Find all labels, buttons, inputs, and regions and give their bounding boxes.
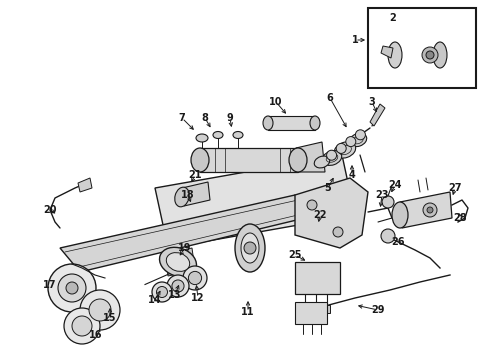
Polygon shape — [296, 142, 325, 172]
Circle shape — [80, 290, 120, 330]
Text: 1: 1 — [352, 35, 358, 45]
Bar — [368, 8, 476, 88]
Text: 20: 20 — [43, 205, 57, 215]
Bar — [295, 262, 340, 294]
Ellipse shape — [314, 156, 330, 168]
Ellipse shape — [175, 187, 189, 207]
Text: 23: 23 — [375, 190, 389, 200]
Ellipse shape — [166, 253, 190, 271]
Ellipse shape — [392, 202, 408, 228]
Ellipse shape — [233, 131, 243, 139]
Ellipse shape — [322, 150, 342, 165]
Circle shape — [66, 282, 78, 294]
Circle shape — [327, 150, 337, 160]
Text: 14: 14 — [148, 295, 162, 305]
Circle shape — [167, 275, 189, 297]
Bar — [313, 305, 319, 313]
Circle shape — [156, 287, 168, 297]
Polygon shape — [381, 46, 393, 58]
Circle shape — [426, 51, 434, 59]
Circle shape — [422, 47, 438, 63]
Text: 17: 17 — [43, 280, 57, 290]
Circle shape — [244, 242, 256, 254]
Text: 9: 9 — [227, 113, 233, 123]
Text: 2: 2 — [390, 13, 396, 23]
Polygon shape — [60, 195, 305, 272]
Circle shape — [183, 266, 207, 290]
Ellipse shape — [433, 42, 447, 68]
Bar — [302, 305, 308, 313]
Text: 4: 4 — [348, 170, 355, 180]
Text: 24: 24 — [388, 180, 402, 190]
Circle shape — [333, 227, 343, 237]
Circle shape — [172, 280, 184, 292]
Polygon shape — [395, 42, 440, 68]
Text: 27: 27 — [448, 183, 462, 193]
Circle shape — [152, 282, 172, 302]
Bar — [295, 302, 327, 324]
Text: 16: 16 — [89, 330, 103, 340]
Ellipse shape — [289, 148, 307, 172]
Circle shape — [64, 308, 100, 344]
Circle shape — [423, 203, 437, 217]
Bar — [324, 305, 330, 313]
Ellipse shape — [241, 233, 259, 263]
Text: 10: 10 — [269, 97, 283, 107]
Ellipse shape — [191, 148, 209, 172]
Ellipse shape — [388, 42, 402, 68]
Text: 26: 26 — [391, 237, 405, 247]
Circle shape — [336, 143, 346, 153]
Ellipse shape — [196, 134, 208, 142]
Circle shape — [72, 316, 92, 336]
Polygon shape — [200, 148, 298, 172]
Text: 13: 13 — [168, 290, 182, 300]
Circle shape — [427, 207, 433, 213]
Text: 6: 6 — [327, 93, 333, 103]
Ellipse shape — [235, 224, 265, 272]
Text: 15: 15 — [103, 313, 117, 323]
Polygon shape — [78, 178, 92, 192]
Ellipse shape — [349, 133, 367, 147]
Circle shape — [89, 299, 111, 321]
Text: 5: 5 — [325, 183, 331, 193]
Text: 21: 21 — [188, 170, 202, 180]
Polygon shape — [165, 248, 195, 276]
Circle shape — [381, 229, 395, 243]
Text: 28: 28 — [453, 213, 467, 223]
Ellipse shape — [263, 116, 273, 130]
Circle shape — [188, 271, 201, 285]
Ellipse shape — [310, 116, 320, 130]
Text: 19: 19 — [178, 243, 192, 253]
Text: 3: 3 — [368, 97, 375, 107]
Polygon shape — [155, 155, 355, 248]
Polygon shape — [370, 104, 385, 126]
Circle shape — [48, 264, 96, 312]
Polygon shape — [295, 178, 368, 248]
Text: 25: 25 — [288, 250, 302, 260]
Text: 22: 22 — [313, 210, 327, 220]
Text: 18: 18 — [181, 190, 195, 200]
Ellipse shape — [160, 247, 196, 277]
Polygon shape — [400, 192, 452, 228]
Text: 8: 8 — [201, 113, 208, 123]
Text: 7: 7 — [179, 113, 185, 123]
Circle shape — [355, 130, 366, 140]
Circle shape — [58, 274, 86, 302]
Circle shape — [307, 200, 317, 210]
Ellipse shape — [213, 131, 223, 139]
Text: 11: 11 — [241, 307, 255, 317]
Polygon shape — [182, 182, 210, 206]
Circle shape — [382, 196, 394, 208]
Text: 12: 12 — [191, 293, 205, 303]
Polygon shape — [268, 116, 315, 130]
Ellipse shape — [334, 142, 356, 158]
Text: 29: 29 — [371, 305, 385, 315]
Circle shape — [346, 136, 356, 147]
